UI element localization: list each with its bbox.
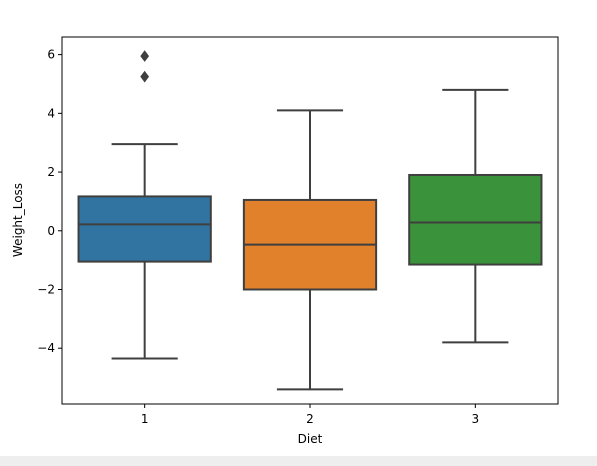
y-tick-label: 4	[47, 106, 55, 120]
box-group-3	[408, 88, 543, 344]
x-axis: 1 2 3	[141, 404, 479, 426]
y-tick-label: −2	[37, 282, 55, 296]
x-tick-label: 3	[472, 412, 480, 426]
y-tick-label: 0	[47, 224, 55, 238]
boxplot-chart: −4 −2 0 2 4 6 1 2 3 Diet Weight_Loss	[11, 36, 559, 446]
x-tick-label: 2	[306, 412, 314, 426]
outlier-point-1-0	[140, 70, 150, 83]
boxes-layer	[77, 50, 543, 391]
bottom-status-strip	[0, 456, 597, 466]
y-axis: −4 −2 0 2 4 6	[37, 48, 62, 355]
plot-area-frame	[61, 36, 559, 405]
x-axis-label: Diet	[298, 432, 323, 446]
y-axis-label: Weight_Loss	[11, 183, 25, 257]
box-iqr-1	[77, 195, 212, 263]
x-tick-label: 1	[141, 412, 149, 426]
box-group-1	[77, 50, 212, 360]
y-tick-label: 2	[47, 165, 55, 179]
box-iqr-3	[408, 173, 543, 266]
y-tick-label: −4	[37, 341, 55, 355]
box-group-2	[242, 109, 378, 391]
outlier-point-1-1	[140, 50, 150, 62]
y-tick-label: 6	[47, 48, 55, 62]
